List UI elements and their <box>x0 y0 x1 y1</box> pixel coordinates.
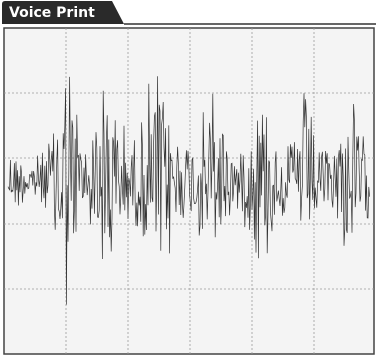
voice-print-window: Voice Print <box>0 0 378 358</box>
tab-title[interactable]: Voice Print <box>9 5 95 21</box>
page: Voice Print (() => { const data = JSON.p… <box>0 0 378 358</box>
plot-frame <box>4 28 374 354</box>
